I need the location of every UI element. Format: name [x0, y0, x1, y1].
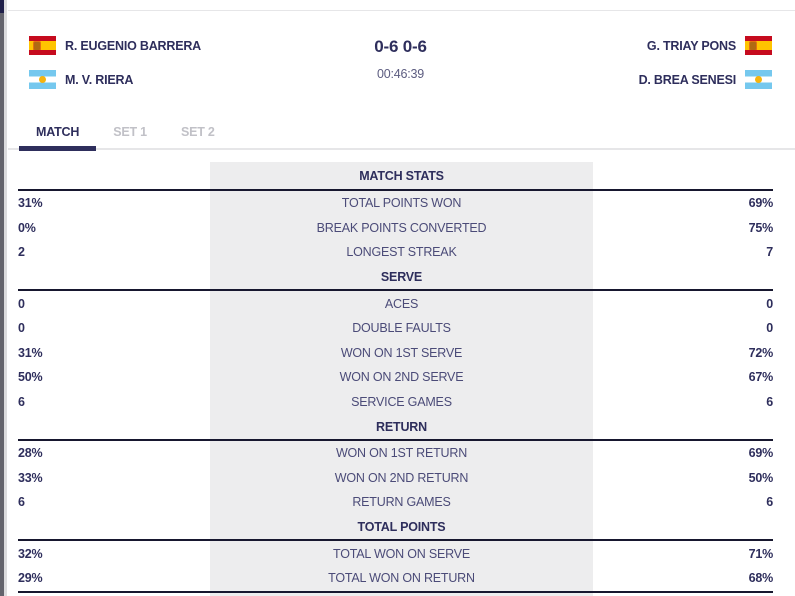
section-divider — [18, 189, 773, 191]
stat-value-left: 31% — [18, 196, 43, 211]
section-header: RETURN — [8, 414, 795, 439]
stat-value-left: 31% — [18, 345, 43, 360]
match-score: 0-6 0-6 — [374, 37, 427, 56]
section-title: MATCH STATS — [359, 168, 444, 183]
left-scrollbar-thumb[interactable] — [0, 0, 4, 13]
stat-label: ACES — [384, 296, 419, 311]
stat-row: 2 LONGEST STREAK 7 — [8, 240, 795, 265]
tab-match[interactable]: MATCH — [19, 125, 97, 151]
section-divider — [18, 289, 773, 292]
stat-label: LONGEST STREAK — [346, 245, 457, 260]
stat-value-left: 33% — [18, 470, 43, 485]
stat-value-right: 7 — [766, 245, 773, 260]
stats-tabs: MATCH SET 1 SET 2 — [8, 125, 795, 151]
team-right: G. TRIAY PONS D. BREA SENESI — [524, 36, 773, 89]
left-scrollbar-track[interactable] — [0, 0, 8, 596]
stat-value-left: 29% — [18, 571, 43, 586]
stat-value-left: 0 — [18, 321, 25, 336]
stat-value-right: 69% — [748, 196, 774, 211]
stat-row: 6 RETURN GAMES 6 — [8, 490, 795, 515]
stat-row: 32% TOTAL WON ON SERVE 71% — [8, 541, 795, 566]
section-divider — [18, 438, 773, 441]
stat-value-right: 0 — [766, 296, 773, 311]
section-divider — [18, 539, 773, 542]
stat-value-left: 6 — [18, 395, 25, 410]
stat-value-right: 6 — [766, 495, 773, 510]
stat-label: WON ON 1ST SERVE — [340, 345, 463, 360]
stat-value-right: 69% — [748, 446, 774, 461]
stat-value-left: 6 — [18, 495, 25, 510]
player-name: M. V. RIERA — [65, 72, 134, 87]
stat-row: 6 SERVICE GAMES 6 — [8, 390, 795, 415]
score-block: 0-6 0-6 00:46:39 — [277, 36, 525, 89]
section-title: SERVE — [380, 270, 423, 285]
player-row: R. EUGENIO BARRERA — [29, 36, 277, 55]
section-divider — [18, 590, 773, 593]
stat-row: 0 DOUBLE FAULTS 0 — [8, 316, 795, 341]
stat-label: DOUBLE FAULTS — [352, 321, 451, 336]
player-row: D. BREA SENESI — [638, 70, 773, 89]
section-header: SERVE — [8, 265, 795, 290]
stat-row: 0 ACES 0 — [8, 291, 795, 316]
stat-value-right: 67% — [748, 370, 774, 385]
stat-label: WON ON 1ST RETURN — [335, 446, 468, 461]
stat-label: TOTAL WON ON RETURN — [328, 571, 475, 586]
stat-value-right: 71% — [748, 546, 774, 561]
stat-value-right: 6 — [766, 395, 773, 410]
stat-label: SERVICE GAMES — [351, 395, 452, 410]
stat-row: 50% WON ON 2ND SERVE 67% — [8, 365, 795, 390]
argentina-flag-icon — [745, 70, 773, 89]
stat-value-right: 72% — [748, 345, 774, 360]
player-row: M. V. RIERA — [29, 70, 277, 89]
argentina-flag-icon — [29, 70, 56, 89]
section-title: RETURN — [376, 419, 427, 434]
stat-row: 0% BREAK POINTS CONVERTED 75% — [8, 216, 795, 241]
stat-label: BREAK POINTS CONVERTED — [316, 220, 487, 235]
section-header: MATCH STATS — [8, 162, 795, 189]
section-title: TOTAL POINTS — [357, 520, 446, 535]
stat-value-left: 0 — [18, 296, 25, 311]
player-name: G. TRIAY PONS — [646, 38, 737, 53]
section-header: TOTAL POINTS — [8, 515, 795, 540]
stat-value-right: 50% — [748, 470, 774, 485]
stats-table: MATCH STATS 31% TOTAL POINTS WON 69% 0% BREAK… — [8, 162, 795, 596]
player-row: G. TRIAY PONS — [646, 36, 773, 55]
stat-label: WON ON 2ND SERVE — [339, 370, 464, 385]
player-name: R. EUGENIO BARRERA — [65, 38, 201, 53]
match-duration: 00:46:39 — [376, 67, 425, 81]
stat-value-left: 32% — [18, 546, 43, 561]
match-header: R. EUGENIO BARRERA M. V. RIERA 0-6 0-6 0… — [8, 11, 795, 89]
stat-row: 29% TOTAL WON ON RETURN 68% — [8, 566, 795, 591]
stat-label: TOTAL POINTS WON — [341, 196, 462, 211]
stat-row: 31% TOTAL POINTS WON 69% — [8, 191, 795, 216]
stat-label: TOTAL WON ON SERVE — [333, 546, 470, 561]
stat-value-right: 75% — [748, 220, 774, 235]
stat-value-left: 0% — [18, 220, 36, 235]
stat-value-left: 50% — [18, 370, 43, 385]
match-stats-panel: R. EUGENIO BARRERA M. V. RIERA 0-6 0-6 0… — [8, 0, 795, 596]
stat-label: RETURN GAMES — [352, 495, 451, 510]
stat-row: 33% WON ON 2ND RETURN 50% — [8, 466, 795, 491]
stat-value-left: 28% — [18, 446, 43, 461]
stat-row: 31% WON ON 1ST SERVE 72% — [8, 341, 795, 366]
stat-value-right: 0 — [766, 321, 773, 336]
stat-value-left: 2 — [18, 245, 25, 260]
tab-set-2[interactable]: SET 2 — [164, 125, 232, 148]
header-top-divider — [8, 10, 795, 11]
spain-flag-icon — [29, 36, 56, 55]
stat-label: WON ON 2ND RETURN — [334, 470, 469, 485]
stat-row: 28% WON ON 1ST RETURN 69% — [8, 441, 795, 466]
stat-value-right: 68% — [748, 571, 774, 586]
team-left: R. EUGENIO BARRERA M. V. RIERA — [29, 36, 277, 89]
player-name: D. BREA SENESI — [638, 72, 737, 87]
tab-set-1[interactable]: SET 1 — [96, 125, 164, 148]
spain-flag-icon — [745, 36, 773, 55]
